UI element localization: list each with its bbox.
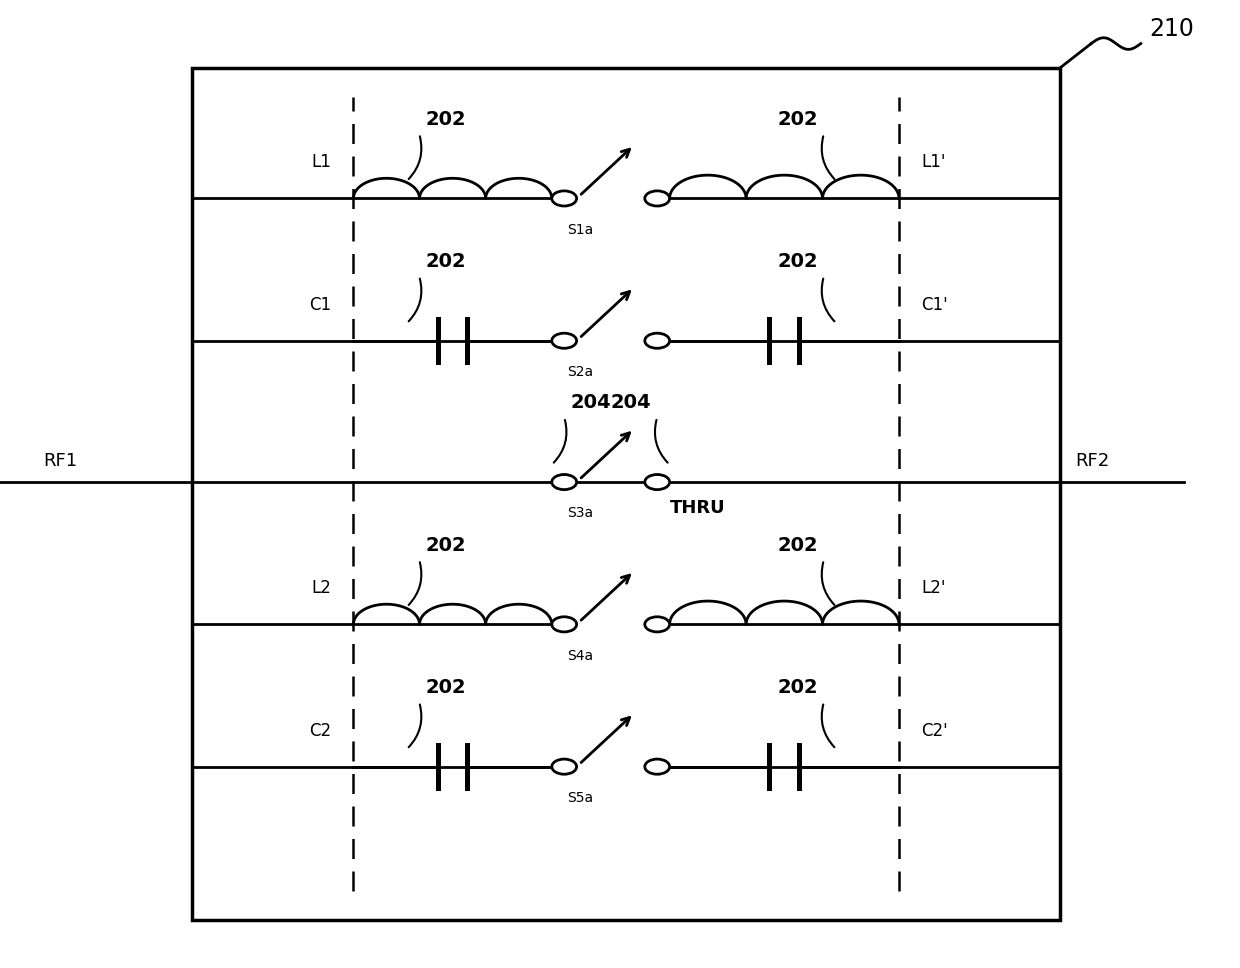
Ellipse shape — [645, 759, 670, 774]
Text: 202: 202 — [777, 678, 818, 697]
Text: S4a: S4a — [567, 649, 593, 662]
Text: S1a: S1a — [567, 223, 593, 236]
Polygon shape — [192, 68, 1060, 920]
Text: 210: 210 — [1149, 16, 1194, 41]
Text: L2: L2 — [311, 579, 331, 597]
Text: C2: C2 — [309, 721, 331, 740]
Ellipse shape — [552, 333, 577, 348]
Text: 202: 202 — [425, 109, 466, 129]
Text: L2': L2' — [921, 579, 946, 597]
Text: 202: 202 — [777, 535, 818, 555]
Text: C1: C1 — [309, 295, 331, 314]
Text: 202: 202 — [777, 109, 818, 129]
Text: 202: 202 — [425, 535, 466, 555]
Ellipse shape — [645, 617, 670, 632]
Text: 204: 204 — [610, 393, 651, 412]
Text: 202: 202 — [425, 678, 466, 697]
Text: THRU: THRU — [670, 499, 725, 518]
Text: C2': C2' — [921, 721, 949, 740]
Text: L1': L1' — [921, 153, 946, 171]
Text: C1': C1' — [921, 295, 949, 314]
Ellipse shape — [645, 333, 670, 348]
Text: S5a: S5a — [567, 791, 593, 804]
Text: S2a: S2a — [567, 365, 593, 378]
Text: S3a: S3a — [567, 506, 593, 520]
Text: L1: L1 — [311, 153, 331, 171]
Ellipse shape — [552, 191, 577, 206]
Text: 202: 202 — [777, 252, 818, 271]
Text: RF2: RF2 — [1075, 452, 1110, 470]
Ellipse shape — [552, 759, 577, 774]
Ellipse shape — [552, 617, 577, 632]
Text: 202: 202 — [425, 252, 466, 271]
Ellipse shape — [645, 474, 670, 490]
Ellipse shape — [552, 474, 577, 490]
Text: 204: 204 — [570, 393, 611, 412]
Text: RF1: RF1 — [43, 452, 78, 470]
Ellipse shape — [645, 191, 670, 206]
